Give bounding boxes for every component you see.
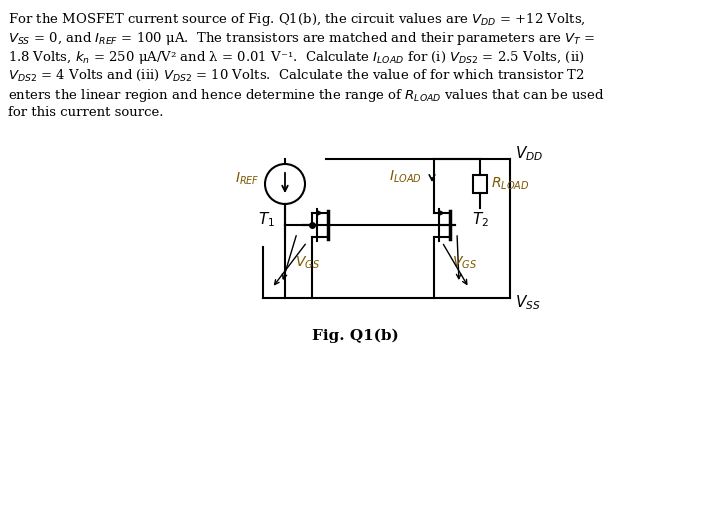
Text: $V_{SS}$ = 0, and $I_{REF}$ = 100 μA.  The transistors are matched and their par: $V_{SS}$ = 0, and $I_{REF}$ = 100 μA. Th… (8, 30, 595, 47)
Text: For the MOSFET current source of Fig. Q1(b), the circuit values are $V_{DD}$ = +: For the MOSFET current source of Fig. Q1… (8, 11, 586, 28)
Text: $V_{GS}$: $V_{GS}$ (451, 255, 476, 271)
Text: $V_{DD}$: $V_{DD}$ (515, 144, 543, 164)
Text: Fig. Q1(b): Fig. Q1(b) (311, 329, 398, 343)
Text: 1.8 Volts, $k_n$ = 250 μA/V² and λ = 0.01 V⁻¹.  Calculate $I_{LOAD}$ for (i) $V_: 1.8 Volts, $k_n$ = 250 μA/V² and λ = 0.0… (8, 49, 584, 66)
Bar (473, 175, 487, 193)
Text: $I_{LOAD}$: $I_{LOAD}$ (389, 169, 422, 185)
Text: $R_{LOAD}$: $R_{LOAD}$ (491, 176, 530, 192)
Text: $T_1$: $T_1$ (259, 211, 276, 229)
Text: for this current source.: for this current source. (8, 106, 164, 119)
Text: $V_{DS2}$ = 4 Volts and (iii) $V_{DS2}$ = 10 Volts.  Calculate the value of for : $V_{DS2}$ = 4 Volts and (iii) $V_{DS2}$ … (8, 68, 585, 83)
Text: enters the linear region and hence determine the range of $R_{LOAD}$ values that: enters the linear region and hence deter… (8, 87, 604, 104)
Text: $T_2$: $T_2$ (471, 211, 488, 229)
Text: $V_{GS}$: $V_{GS}$ (294, 255, 319, 271)
Text: $V_{SS}$: $V_{SS}$ (515, 294, 540, 312)
Text: $I_{REF}$: $I_{REF}$ (235, 171, 260, 187)
